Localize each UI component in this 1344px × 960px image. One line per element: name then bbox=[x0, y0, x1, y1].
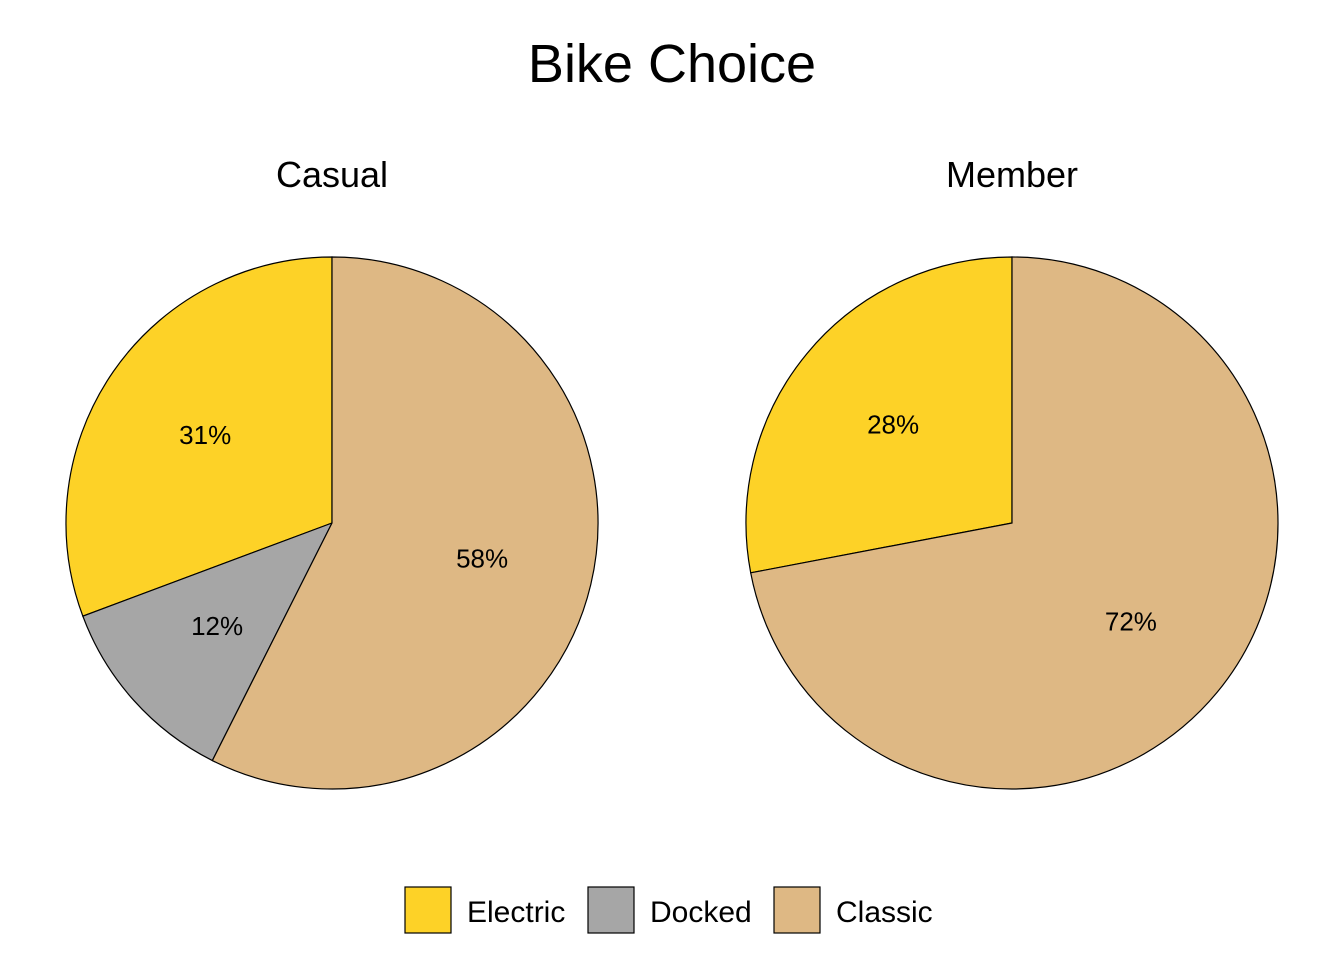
pie-slice-casual-docked bbox=[82, 521, 334, 762]
legend-swatch-classic bbox=[773, 886, 821, 934]
slice-label-casual-docked: 12% bbox=[191, 611, 243, 641]
legend-label-docked: Docked bbox=[650, 896, 752, 929]
slice-label-member-classic: 72% bbox=[1105, 606, 1157, 636]
legend-swatch-docked bbox=[587, 886, 635, 934]
pie-title-casual: Casual bbox=[276, 154, 388, 195]
slice-label-casual-classic: 58% bbox=[456, 544, 508, 574]
slice-label-casual-electric: 31% bbox=[179, 420, 231, 450]
pie-slice-casual-electric bbox=[65, 256, 333, 617]
legend: Electric Docked Classic bbox=[404, 886, 933, 934]
pie-slice-casual-classic bbox=[211, 256, 599, 790]
chart-title: Bike Choice bbox=[528, 34, 816, 94]
legend-label-electric: Electric bbox=[467, 896, 565, 929]
pie-member: 28% 72% bbox=[745, 256, 1279, 790]
legend-swatch-electric bbox=[404, 886, 452, 934]
legend-label-classic: Classic bbox=[836, 896, 933, 929]
pie-casual: 31% 12% 58% bbox=[65, 256, 599, 790]
pie-slice-member-electric bbox=[745, 256, 1013, 574]
slice-label-member-electric: 28% bbox=[867, 410, 919, 440]
pie-title-member: Member bbox=[946, 154, 1078, 195]
pie-slice-member-classic bbox=[750, 256, 1279, 790]
